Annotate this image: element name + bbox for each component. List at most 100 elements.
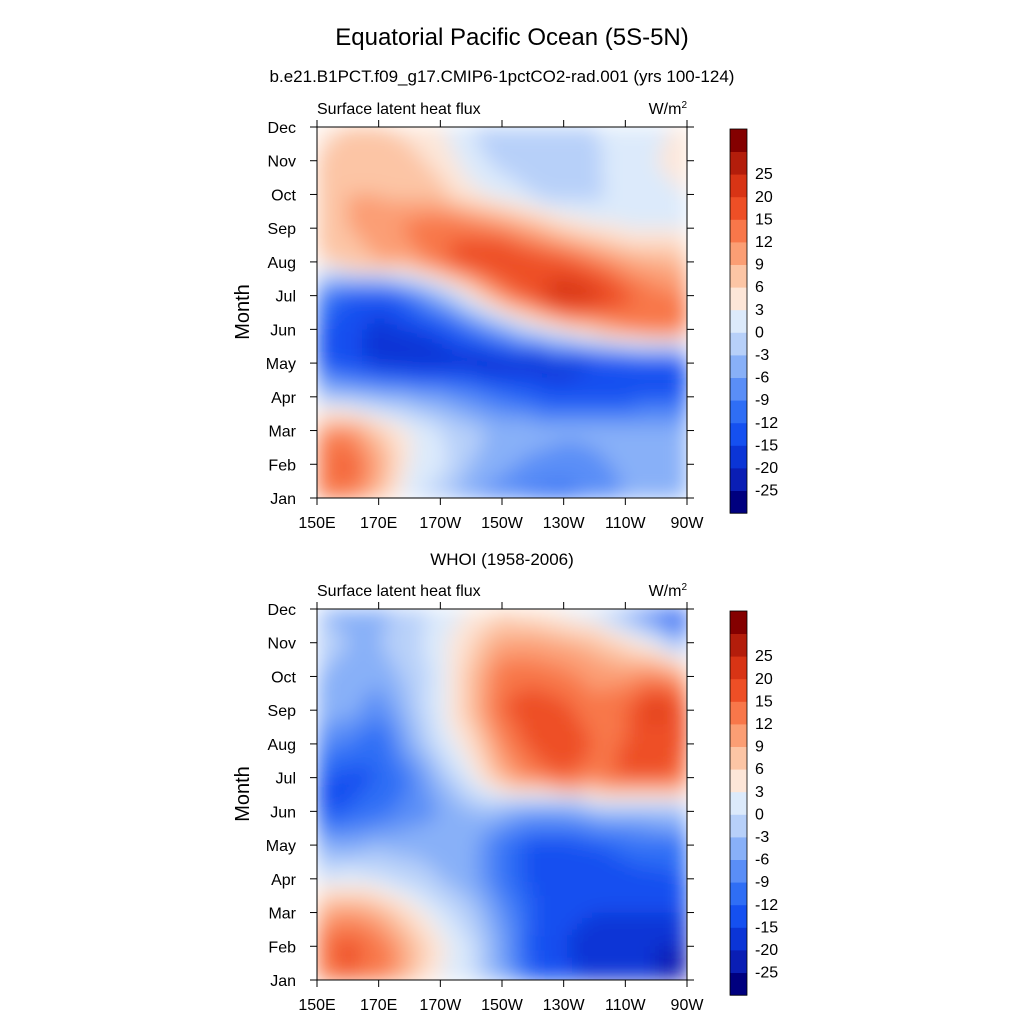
heatmap-cell [432, 430, 438, 437]
heatmap-cell [562, 267, 568, 274]
heatmap-cell [502, 295, 508, 302]
heatmap-cell [487, 323, 493, 330]
heatmap-cell [592, 329, 598, 336]
heatmap-cell [417, 228, 423, 235]
heatmap-cell [512, 284, 518, 291]
heatmap-cell [337, 171, 343, 179]
heatmap-cell [582, 424, 588, 432]
heatmap-cell [377, 318, 383, 325]
heatmap-cell [392, 453, 398, 460]
heatmap-cell [462, 306, 468, 314]
heatmap-cell [342, 205, 348, 212]
heatmap-cell [427, 306, 433, 314]
heatmap-cell [667, 447, 673, 454]
heatmap-cell [432, 188, 438, 196]
heatmap-cell [482, 436, 488, 443]
heatmap-cell [557, 391, 563, 398]
heatmap-cell [442, 312, 448, 319]
heatmap-cell [562, 430, 568, 437]
heatmap-cell [547, 351, 553, 359]
heatmap-cell [442, 374, 448, 381]
heatmap-cell [352, 402, 358, 409]
heatmap-cell [632, 312, 638, 319]
heatmap-cell [397, 239, 403, 246]
heatmap-cell [657, 469, 663, 477]
heatmap-cell [502, 609, 508, 616]
heatmap-cell [617, 261, 623, 269]
heatmap-cell [352, 171, 358, 179]
heatmap-cell [592, 250, 598, 257]
heatmap-cell [652, 278, 658, 285]
heatmap-cell [327, 256, 333, 263]
heatmap-cell [537, 475, 543, 482]
heatmap-cell [387, 239, 393, 246]
heatmap-cell [592, 379, 598, 387]
heatmap-cell [347, 430, 353, 437]
heatmap-cell [677, 458, 683, 465]
heatmap-cell [392, 374, 398, 381]
heatmap-cell [662, 436, 668, 443]
heatmap-cell [352, 284, 358, 291]
heatmap-cell [647, 177, 653, 184]
heatmap-cell [472, 138, 478, 145]
heatmap-cell [392, 357, 398, 364]
heatmap-cell [677, 408, 683, 415]
heatmap-cell [577, 273, 583, 280]
heatmap-cell [502, 284, 508, 291]
heatmap-cell [532, 329, 538, 336]
heatmap-cell [537, 357, 543, 364]
heatmap-cell [472, 436, 478, 443]
heatmap-cell [577, 346, 583, 353]
heatmap-cell [462, 486, 468, 493]
heatmap-cell [407, 239, 413, 246]
heatmap-cell [457, 245, 463, 252]
heatmap-cell [532, 301, 538, 308]
heatmap-cell [342, 155, 348, 162]
heatmap-cell [617, 143, 623, 151]
heatmap-cell [627, 323, 633, 330]
heatmap-cell [432, 453, 438, 460]
heatmap-cell [572, 447, 578, 454]
heatmap-cell [497, 486, 503, 493]
heatmap-cell [592, 233, 598, 241]
heatmap-cell [567, 368, 573, 375]
heatmap-cell [617, 295, 623, 302]
heatmap-cell [432, 295, 438, 302]
heatmap-cell [367, 441, 373, 449]
heatmap-cell [562, 239, 568, 246]
heatmap-cell [427, 486, 433, 493]
heatmap-cell [652, 385, 658, 392]
heatmap-cell [442, 396, 448, 404]
heatmap-cell [617, 228, 623, 235]
heatmap-cell [597, 183, 603, 190]
heatmap-cell [462, 436, 468, 443]
heatmap-cell [637, 222, 643, 229]
heatmap-cell [507, 177, 513, 184]
heatmap-cell [562, 329, 568, 336]
heatmap-cell [387, 351, 393, 359]
heatmap-cell [342, 402, 348, 409]
heatmap-cell [667, 183, 673, 190]
heatmap-cell [337, 183, 343, 190]
heatmap-cell [502, 436, 508, 443]
heatmap-cell [437, 256, 443, 263]
heatmap-cell [322, 228, 328, 235]
heatmap-cell [382, 453, 388, 460]
heatmap-cell [397, 306, 403, 314]
heatmap-cell [327, 261, 333, 269]
heatmap-cell [482, 261, 488, 269]
heatmap-cell [487, 486, 493, 493]
heatmap-cell [647, 363, 653, 370]
heatmap-cell [587, 138, 593, 145]
heatmap-cell [682, 312, 687, 319]
heatmap-cell [592, 385, 598, 392]
heatmap-cell [372, 132, 378, 139]
heatmap-cell [337, 216, 343, 224]
heatmap-cell [617, 188, 623, 196]
heatmap-cell [602, 200, 608, 207]
heatmap-cell [652, 424, 658, 432]
heatmap-cell [372, 368, 378, 375]
heatmap-cell [342, 436, 348, 443]
x-axis: 150E 170E 170W 150W 130W 110W 90W [298, 120, 704, 532]
heatmap-cell [617, 245, 623, 252]
